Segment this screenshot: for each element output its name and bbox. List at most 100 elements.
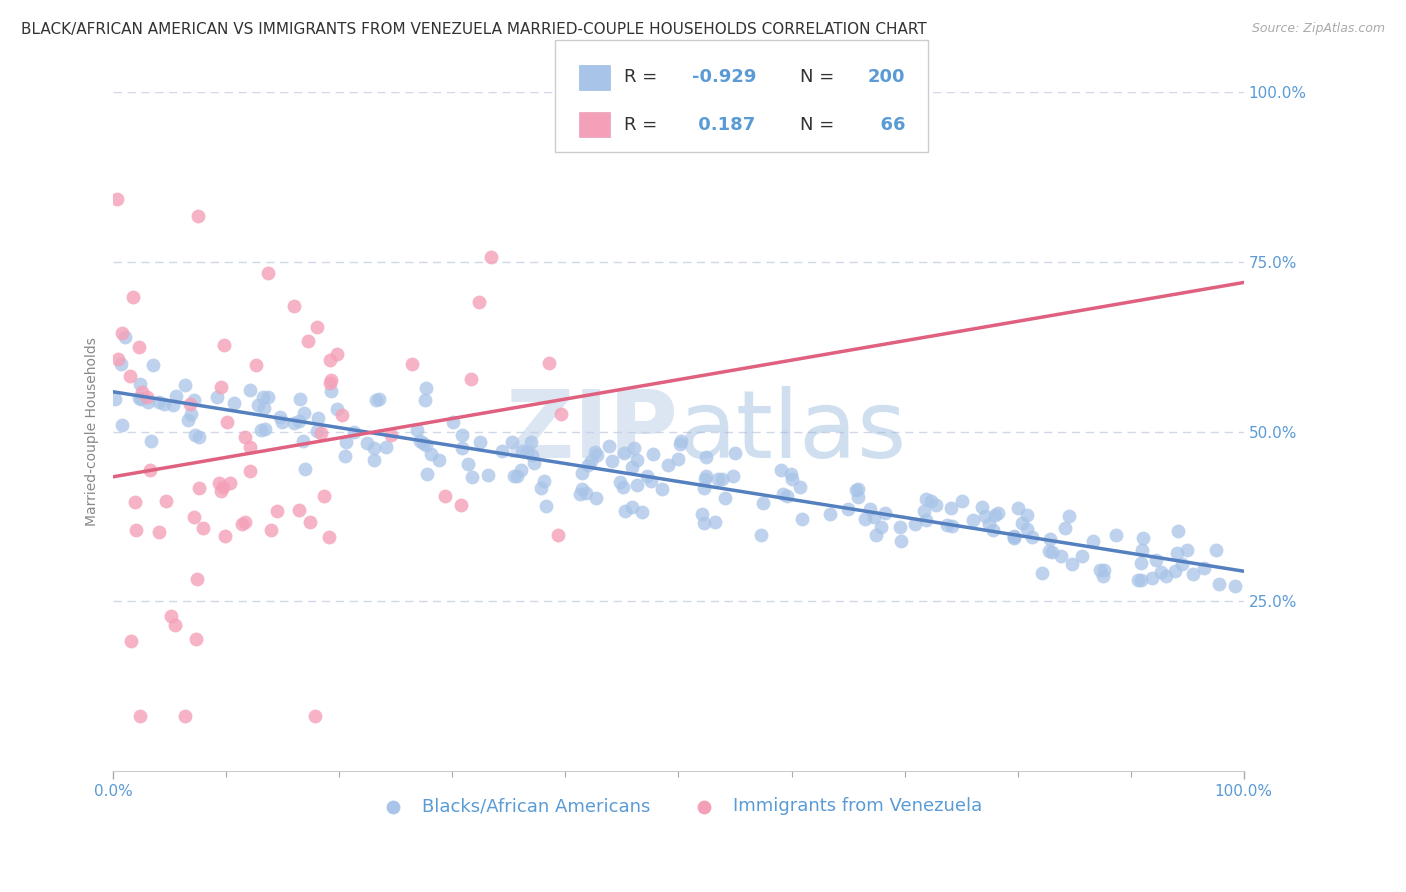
Point bbox=[925, 498, 948, 512]
Point bbox=[547, 528, 569, 542]
Point bbox=[451, 441, 474, 455]
Point bbox=[579, 454, 602, 468]
Point bbox=[128, 709, 150, 723]
Point bbox=[1088, 563, 1111, 577]
Point bbox=[186, 632, 208, 646]
Point bbox=[457, 457, 479, 471]
Point bbox=[307, 319, 329, 334]
Point bbox=[1130, 574, 1153, 588]
Point bbox=[1166, 546, 1188, 560]
Point bbox=[420, 447, 443, 461]
Point bbox=[780, 472, 803, 486]
Point bbox=[984, 508, 1007, 523]
Point bbox=[707, 472, 730, 486]
Point bbox=[128, 391, 150, 405]
Point bbox=[941, 519, 963, 533]
Point bbox=[979, 516, 1001, 531]
Point bbox=[1205, 543, 1227, 558]
Point bbox=[380, 428, 402, 442]
Point bbox=[245, 358, 267, 372]
Point bbox=[163, 618, 186, 632]
Point bbox=[972, 500, 994, 514]
Point bbox=[231, 517, 253, 532]
Point bbox=[118, 369, 141, 384]
Point bbox=[252, 390, 274, 404]
Point bbox=[583, 444, 606, 458]
Point bbox=[657, 458, 679, 472]
Text: N =: N = bbox=[800, 69, 839, 87]
Point bbox=[250, 423, 273, 437]
Point bbox=[186, 572, 208, 586]
Point bbox=[375, 441, 398, 455]
Point bbox=[1208, 577, 1230, 591]
Point bbox=[870, 519, 893, 533]
Point bbox=[321, 373, 343, 387]
Point bbox=[283, 417, 305, 431]
Point bbox=[1130, 556, 1153, 570]
Point bbox=[1002, 531, 1025, 545]
Point bbox=[749, 528, 772, 542]
Point bbox=[212, 338, 235, 352]
Point bbox=[848, 490, 870, 504]
Point bbox=[319, 384, 342, 398]
Point bbox=[912, 503, 935, 517]
Point bbox=[1031, 566, 1053, 581]
Point bbox=[858, 501, 880, 516]
Point bbox=[669, 434, 692, 449]
Point bbox=[254, 422, 277, 436]
Point bbox=[162, 399, 184, 413]
Point bbox=[319, 352, 342, 367]
Point bbox=[1053, 521, 1076, 535]
Point bbox=[111, 418, 134, 433]
Point bbox=[450, 498, 472, 512]
Point bbox=[253, 401, 276, 415]
Text: 66: 66 bbox=[868, 116, 905, 134]
Point bbox=[772, 487, 794, 501]
Point bbox=[460, 470, 482, 484]
Point bbox=[174, 377, 197, 392]
Point bbox=[159, 609, 181, 624]
Text: N =: N = bbox=[800, 116, 839, 134]
Point bbox=[111, 326, 134, 340]
Point bbox=[1092, 568, 1115, 582]
Point bbox=[613, 446, 636, 460]
Point bbox=[148, 524, 170, 539]
Point bbox=[479, 250, 502, 264]
Point bbox=[125, 524, 148, 538]
Point bbox=[974, 509, 997, 524]
Point bbox=[114, 329, 136, 343]
Point bbox=[571, 482, 593, 496]
Point bbox=[693, 482, 716, 496]
Point bbox=[915, 492, 938, 507]
Point bbox=[330, 409, 353, 423]
Point bbox=[711, 473, 734, 487]
Point bbox=[477, 467, 499, 482]
Y-axis label: Married-couple Households: Married-couple Households bbox=[86, 337, 100, 526]
Point bbox=[298, 515, 321, 529]
Text: 200: 200 bbox=[868, 69, 905, 87]
Legend: Blacks/African Americans, Immigrants from Venezuela: Blacks/African Americans, Immigrants fro… bbox=[367, 790, 990, 822]
Point bbox=[571, 466, 593, 480]
Point bbox=[620, 460, 643, 475]
Point bbox=[105, 192, 128, 206]
Point bbox=[724, 446, 747, 460]
Point bbox=[128, 340, 150, 354]
Point bbox=[602, 453, 624, 467]
Point bbox=[890, 533, 912, 548]
Point bbox=[1015, 522, 1038, 536]
Point bbox=[503, 469, 526, 483]
Point bbox=[626, 477, 648, 491]
Point bbox=[292, 406, 315, 420]
Point bbox=[780, 467, 803, 481]
Point bbox=[1225, 579, 1247, 593]
Point bbox=[695, 450, 717, 465]
Point bbox=[1105, 528, 1128, 542]
Point bbox=[1002, 530, 1025, 544]
Point bbox=[307, 425, 329, 439]
Point bbox=[287, 503, 309, 517]
Point bbox=[297, 334, 319, 348]
Point bbox=[614, 504, 637, 518]
Point bbox=[260, 523, 283, 537]
Point bbox=[239, 440, 262, 454]
Point bbox=[212, 480, 235, 494]
